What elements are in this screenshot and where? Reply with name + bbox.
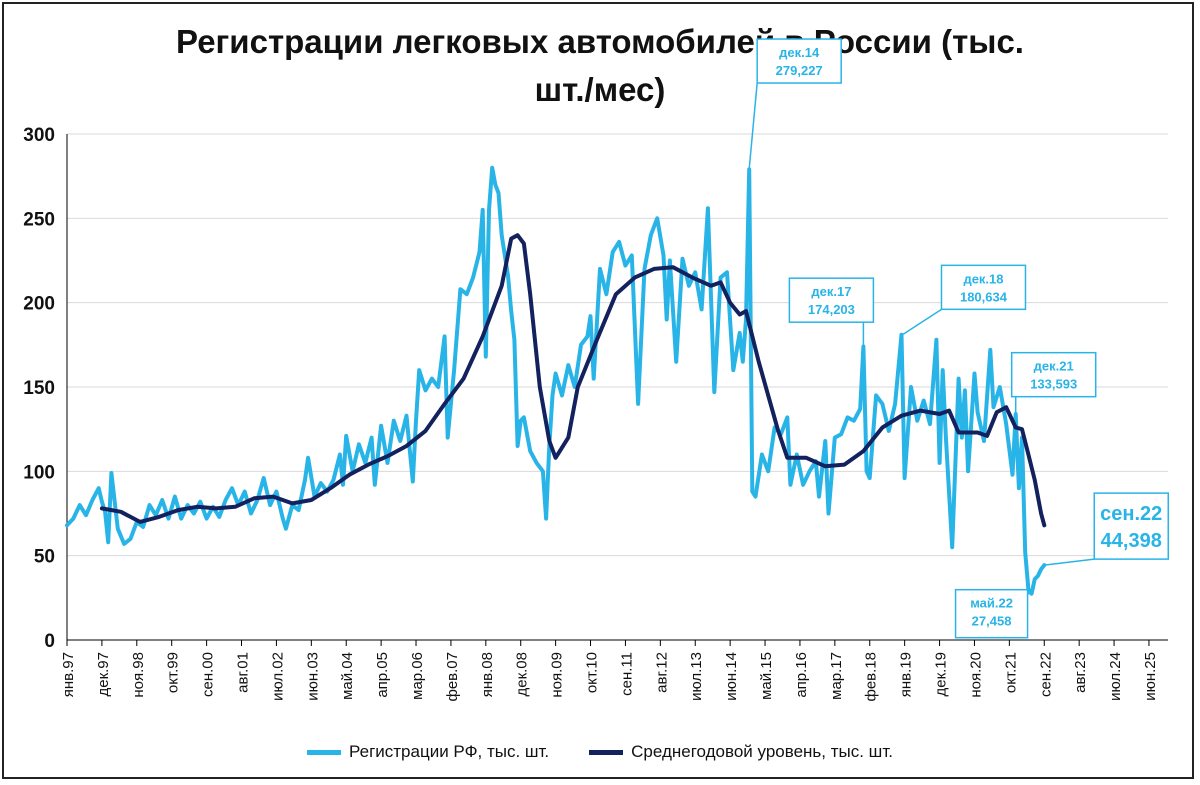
callout-month-1: дек.17 <box>811 284 851 299</box>
callout-month-4: май.22 <box>970 596 1013 611</box>
x-tick-label-22: мар.17 <box>828 652 845 700</box>
y-tick-label-5: 250 <box>23 209 55 230</box>
y-tick-label-1: 50 <box>34 547 55 568</box>
callout-value-2: 180,634 <box>960 289 1008 304</box>
x-tick-label-26: ноя.20 <box>967 652 984 698</box>
callout-value-1: 174,203 <box>808 302 855 317</box>
callout-month-2: дек.18 <box>963 271 1003 286</box>
legend-item-average: Среднегодовой уровень, тыс. шт. <box>589 742 893 762</box>
callout-value-4: 27,458 <box>972 614 1012 629</box>
x-tick-label-29: авг.23 <box>1072 652 1089 693</box>
x-tick-label-3: окт.99 <box>165 652 182 693</box>
legend-item-registrations: Регистрации РФ, тыс. шт. <box>307 742 549 762</box>
x-tick-label-5: авг.01 <box>235 652 252 693</box>
x-tick-label-21: апр.16 <box>793 652 810 698</box>
x-tick-label-18: июл.13 <box>688 652 705 701</box>
callout-value-3: 133,593 <box>1030 377 1077 392</box>
y-tick-label-4: 200 <box>23 294 55 315</box>
callout-box-1 <box>788 277 875 323</box>
x-tick-label-1: дек.97 <box>95 652 112 697</box>
callout-box-3 <box>1010 351 1097 398</box>
callout-value-5: 44,398 <box>1101 530 1162 552</box>
x-tick-label-19: июн.14 <box>723 652 740 701</box>
x-tick-label-14: ноя.09 <box>549 652 566 698</box>
legend-swatch-registrations <box>307 749 342 755</box>
x-tick-label-0: янв.97 <box>60 652 77 697</box>
callout-box-4 <box>954 588 1029 639</box>
callout-month-3: дек.21 <box>1034 359 1074 374</box>
callout-month-5: сен.22 <box>1100 503 1162 525</box>
callout-box-0 <box>756 38 842 84</box>
x-tick-label-8: май.04 <box>339 652 356 700</box>
x-tick-label-16: сен.11 <box>618 652 635 696</box>
callout-box-5 <box>1093 492 1170 560</box>
x-tick-label-2: ноя.98 <box>130 652 147 698</box>
x-tick-label-17: авг.12 <box>653 652 670 693</box>
callout-box-2 <box>940 264 1027 311</box>
x-tick-label-24: янв.19 <box>898 652 915 697</box>
y-tick-label-3: 150 <box>23 378 55 399</box>
callout-leader-2 <box>901 308 942 336</box>
x-tick-label-11: фев.07 <box>444 652 461 702</box>
callout-leader-0 <box>748 82 758 170</box>
x-tick-label-28: сен.22 <box>1037 652 1054 697</box>
x-tick-label-15: окт.10 <box>584 652 601 693</box>
callout-month-0: дек.14 <box>779 45 820 60</box>
x-tick-label-4: сен.00 <box>200 652 217 697</box>
series-line-1 <box>99 233 1047 528</box>
legend-label-registrations: Регистрации РФ, тыс. шт. <box>349 742 550 761</box>
chart-title: Регистрации легковых автомобилей в Росси… <box>0 18 1200 114</box>
chart-title-line-1: Регистрации легковых автомобилей в Росси… <box>176 23 1024 60</box>
callout-value-0: 279,227 <box>776 63 823 78</box>
y-tick-label-0: 0 <box>44 631 55 652</box>
x-tick-label-25: дек.19 <box>933 652 950 697</box>
legend: Регистрации РФ, тыс. шт. Среднегодовой у… <box>0 742 1200 762</box>
x-tick-label-12: янв.08 <box>479 652 496 697</box>
x-tick-label-30: июл.24 <box>1107 652 1124 701</box>
legend-swatch-average <box>589 749 624 755</box>
callout-leader-5 <box>1044 558 1095 566</box>
x-tick-label-13: дек.08 <box>514 652 531 697</box>
x-tick-label-6: июл.02 <box>269 652 286 701</box>
x-tick-label-23: фев.18 <box>863 652 880 702</box>
series-line-0 <box>65 165 1047 596</box>
legend-label-average: Среднегодовой уровень, тыс. шт. <box>631 742 893 761</box>
x-tick-label-31: июн.25 <box>1142 652 1159 701</box>
x-tick-label-20: май.15 <box>758 652 775 700</box>
x-tick-label-27: окт.21 <box>1002 652 1019 693</box>
y-tick-label-2: 100 <box>23 462 55 483</box>
y-tick-label-6: 300 <box>23 125 55 146</box>
chart-title-line-2: шт./мес) <box>534 71 666 108</box>
x-tick-label-9: апр.05 <box>374 652 391 698</box>
x-tick-label-7: июн.03 <box>304 652 321 701</box>
x-tick-label-10: мар.06 <box>409 652 426 700</box>
